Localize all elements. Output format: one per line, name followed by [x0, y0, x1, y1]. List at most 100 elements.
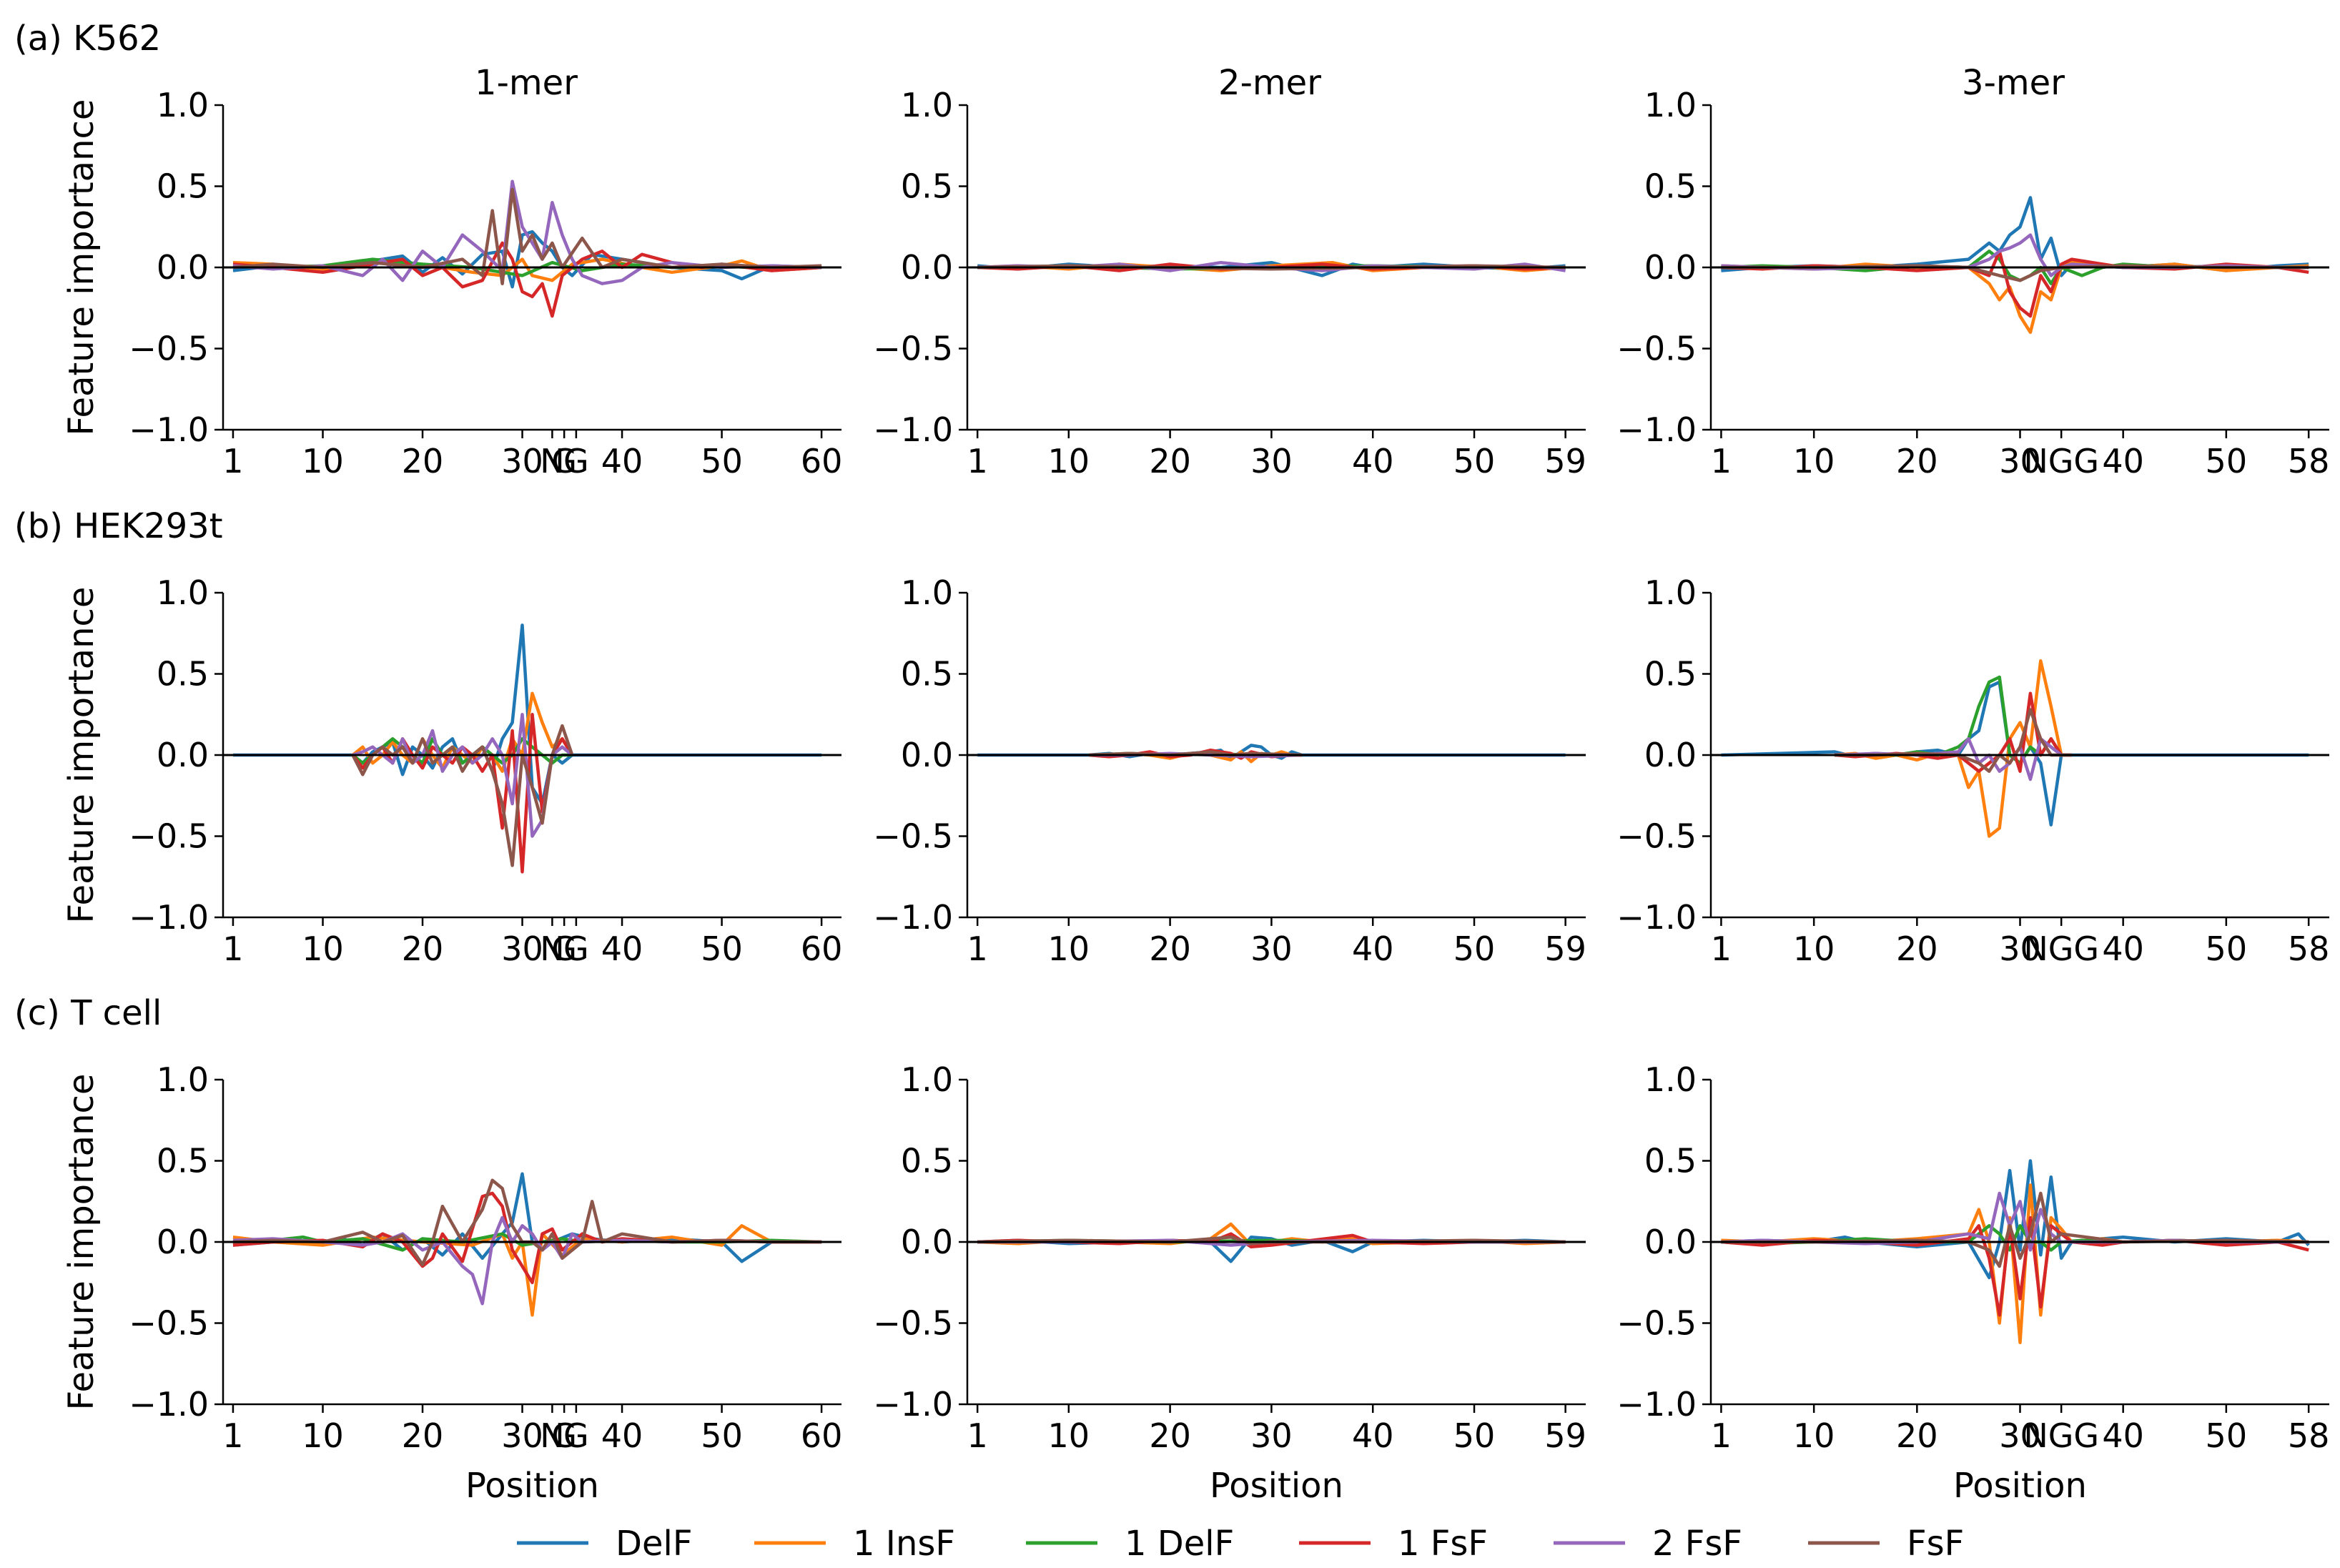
- y-tick-label: −0.5: [873, 1304, 953, 1343]
- y-tick-label: 0.0: [1644, 248, 1697, 287]
- y-tick-label: −0.5: [873, 330, 953, 368]
- row-label-a: (a) K562: [14, 19, 161, 59]
- x-tick-label: N: [540, 1416, 564, 1455]
- x-tick-label: 50: [2206, 1416, 2248, 1455]
- x-tick-label: 1: [967, 442, 988, 480]
- x-tick-label: 1: [967, 1416, 988, 1455]
- y-tick-label: 0.0: [901, 248, 953, 287]
- x-tick-label: 40: [601, 442, 643, 480]
- x-tick-label: 10: [1793, 442, 1835, 480]
- series-line-fsf: [1835, 708, 2072, 773]
- x-tick-label: 10: [1793, 1416, 1835, 1455]
- y-tick-label: −0.5: [1616, 1304, 1697, 1343]
- y-tick-label: −1.0: [873, 898, 953, 937]
- x-tick-label: G: [563, 930, 589, 968]
- x-tick-label: 1: [222, 1416, 243, 1455]
- col-title-1mer: 1-mer: [475, 63, 578, 103]
- x-tick-label: 59: [1544, 442, 1586, 480]
- x-tick-label: 1: [1711, 930, 1732, 968]
- x-tick-label: 40: [601, 1416, 643, 1455]
- legend-label: 1 InsF: [853, 1524, 955, 1564]
- x-tick-label: 30: [1999, 930, 2041, 968]
- panel-r2-2-mer: 1.0 0.5 0.0 −0.5 −1.0 1 10 20 30 40 50 59: [873, 573, 1586, 968]
- col-title-2mer: 2-mer: [1218, 63, 1321, 103]
- x-tick-label: 10: [302, 1416, 344, 1455]
- x-tick-label: N: [540, 930, 564, 968]
- x-tick-label: 60: [801, 1416, 843, 1455]
- y-tick-label: 0.5: [901, 655, 953, 694]
- legend-item-1-insf: 1 InsF: [754, 1524, 955, 1564]
- y-axis-label: Feature importance: [61, 99, 102, 436]
- y-tick-label: −1.0: [1616, 898, 1697, 937]
- col-title-3mer: 3-mer: [1962, 63, 2065, 103]
- y-tick-label: 0.0: [901, 736, 953, 774]
- y-tick-label: −1.0: [873, 410, 953, 449]
- x-tick-label: 20: [402, 1416, 444, 1455]
- x-tick-label: N: [540, 442, 564, 480]
- x-tick-label: 58: [2288, 442, 2330, 480]
- legend-item-1-fsf: 1 FsF: [1299, 1524, 1488, 1564]
- y-tick-label: 1.0: [1644, 86, 1697, 124]
- x-tick-label: 50: [701, 442, 743, 480]
- y-tick-label: −1.0: [129, 898, 209, 937]
- y-tick-label: −1.0: [873, 1385, 953, 1424]
- x-tick-label: 20: [1149, 1416, 1191, 1455]
- y-tick-label: −1.0: [129, 1385, 209, 1424]
- x-tick-label: 40: [2102, 930, 2144, 968]
- x-tick-label: 50: [1453, 1416, 1496, 1455]
- x-tick-label: 20: [1896, 442, 1938, 480]
- y-axis-label: Feature importance: [61, 1074, 102, 1411]
- legend-item-1-delf: 1 DelF: [1026, 1524, 1234, 1564]
- y-tick-label: 1.0: [157, 86, 209, 124]
- y-tick-label: 1.0: [157, 1060, 209, 1099]
- y-tick-label: 0.5: [901, 167, 953, 206]
- y-tick-label: 1.0: [901, 86, 953, 124]
- y-tick-label: 1.0: [901, 1060, 953, 1099]
- legend-label: 2 FsF: [1652, 1524, 1742, 1564]
- x-tick-label: NGG: [2023, 442, 2099, 480]
- y-tick-label: 0.0: [157, 736, 209, 774]
- x-tick-label: 20: [1896, 930, 1938, 968]
- legend-item-2-fsf: 2 FsF: [1554, 1524, 1742, 1564]
- x-tick-label: NGG: [2023, 930, 2099, 968]
- x-tick-label: 40: [1352, 930, 1394, 968]
- series-line-fsf: [1721, 264, 2309, 282]
- y-tick-label: 0.0: [1644, 736, 1697, 774]
- y-tick-label: −0.5: [1616, 817, 1697, 856]
- y-tick-label: −1.0: [1616, 1385, 1697, 1424]
- y-tick-label: 0.0: [157, 248, 209, 287]
- legend-item-fsf: FsF: [1808, 1524, 1964, 1564]
- y-tick-label: 0.5: [157, 167, 209, 206]
- x-tick-label: 40: [2102, 442, 2144, 480]
- x-tick-label: 20: [402, 442, 444, 480]
- y-tick-label: 0.5: [1644, 655, 1697, 694]
- series-line-2-fsf: [352, 713, 573, 838]
- x-tick-label: 40: [1352, 1416, 1394, 1455]
- x-tick-label: 59: [1544, 930, 1586, 968]
- panel-r1-2-mer: 1.0 0.5 0.0 −0.5 −1.0 1 10 20 30 40 50 59: [873, 86, 1586, 480]
- x-tick-label: 50: [1453, 442, 1496, 480]
- y-tick-label: 0.5: [157, 655, 209, 694]
- legend-label: FsF: [1907, 1524, 1964, 1564]
- x-tick-label: G: [551, 930, 577, 968]
- x-tick-label: G: [563, 442, 589, 480]
- x-axis-label: Position: [1953, 1466, 2087, 1506]
- x-tick-label: 1: [1711, 1416, 1732, 1455]
- x-tick-label: 59: [1544, 1416, 1586, 1455]
- row-label-b: (b) HEK293t: [14, 506, 223, 546]
- x-tick-label: 30: [1999, 1416, 2041, 1455]
- x-tick-label: G: [551, 1416, 577, 1455]
- y-tick-label: 1.0: [901, 573, 953, 612]
- series-line-fsf: [1089, 750, 1303, 757]
- x-tick-label: 58: [2288, 930, 2330, 968]
- x-tick-label: 40: [1352, 442, 1394, 480]
- x-tick-label: 50: [701, 930, 743, 968]
- x-tick-label: 58: [2288, 1416, 2330, 1455]
- panel-r3-2-mer: 1.0 0.5 0.0 −0.5 −1.0 1 10 20 30 40 50 59 Position: [873, 1060, 1586, 1506]
- x-tick-label: 10: [1048, 442, 1090, 480]
- legend-label: 1 FsF: [1398, 1524, 1488, 1564]
- y-tick-label: 0.5: [157, 1142, 209, 1180]
